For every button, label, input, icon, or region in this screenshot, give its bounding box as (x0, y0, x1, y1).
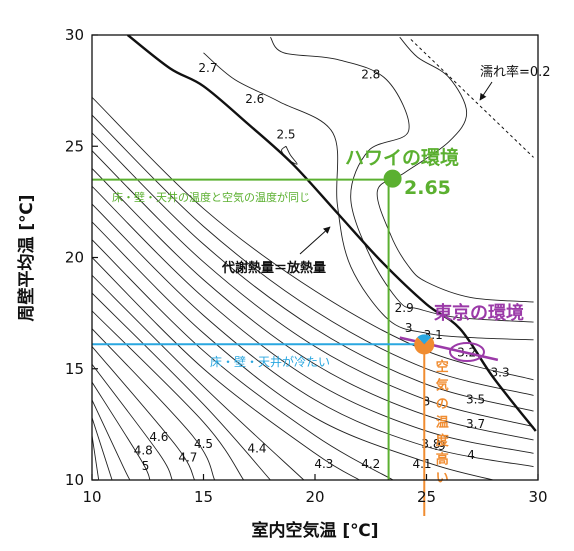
contour-line-3-4 (92, 150, 534, 428)
contour-label: 2.7 (198, 61, 217, 75)
contour-line-3-3 (92, 132, 534, 412)
tokyo-guide-label: 床・壁・天井が冷たい (210, 354, 330, 369)
contour-line-4-6 (92, 364, 173, 480)
contour-line-3-7 (92, 203, 534, 468)
hawaii-point (383, 169, 402, 188)
contour-line-4-1 (92, 274, 305, 480)
y-tick-label: 30 (65, 26, 84, 44)
contour-label: 4.5 (194, 437, 213, 451)
contour-line-2-5 (281, 145, 298, 165)
x-tick-label: 25 (417, 488, 436, 506)
contour-label: 4.1 (412, 457, 431, 471)
contour-label: .9 (434, 439, 445, 453)
contour-label: 4 (467, 448, 475, 462)
contour-label: 4.4 (247, 441, 266, 455)
humidity-line-label: 濡れ率=0.2 (480, 64, 551, 80)
contour-label: 4.2 (361, 457, 380, 471)
contour-label: 2.6 (245, 92, 264, 106)
contour-line-3-8 (92, 221, 494, 480)
y-tick-label: 10 (65, 471, 84, 489)
contour-line-5 (92, 435, 100, 480)
balance-line-pointer (299, 226, 331, 255)
hawaii-value-label: 2.65 (404, 177, 451, 199)
y-axis-ticks: 10 15 20 25 30 (65, 26, 98, 489)
contour-label: 4.6 (149, 430, 168, 444)
contour-line-4 (92, 257, 360, 480)
contour-labels: 2.72.82.62.52.933.13.23.333.53.73.8.944.… (134, 61, 510, 473)
contour-label: 5 (142, 459, 150, 473)
contour-label: 3.7 (466, 417, 485, 431)
contour-line-4-3 (92, 310, 245, 480)
y-tick-label: 20 (65, 249, 84, 267)
contour-line-2-6 (203, 52, 534, 341)
tokyo-point-orange-half (414, 337, 435, 355)
tokyo-point-blue-half (417, 334, 432, 345)
contour-lines (92, 36, 534, 480)
hawaii-annotation: ハワイの環境 2.65 床・壁・天井の温度と空気の温度が同じ (92, 146, 459, 480)
contour-label: 4.3 (314, 457, 333, 471)
y-tick-label: 25 (65, 137, 84, 155)
contour-line-4-8 (92, 399, 131, 480)
contour-label: 3.5 (466, 392, 485, 406)
balance-line-label: 代謝熱量＝放熱量 (221, 260, 326, 276)
humidity-line-group (410, 39, 534, 158)
contour-line-4-9 (92, 417, 113, 480)
y-axis-label: 周壁平均温 [℃] (16, 194, 37, 321)
tokyo-value-ellipse (449, 342, 485, 362)
tokyo-label: 東京の環境 (434, 302, 524, 324)
x-axis-label: 室内空気温 [℃] (251, 520, 378, 541)
x-axis-ticks: 10 15 20 25 30 (82, 474, 548, 506)
contour-label: 4.8 (134, 444, 153, 458)
x-tick-label: 10 (82, 488, 101, 506)
hawaii-label: ハワイの環境 (345, 146, 459, 169)
x-tick-label: 20 (305, 488, 324, 506)
plot-background (92, 35, 538, 480)
x-tick-label: 15 (194, 488, 213, 506)
contour-label: 2.8 (361, 68, 380, 82)
contour-line-4-2 (92, 292, 271, 480)
contour-line-2-7 (270, 36, 534, 323)
contour-line-4-4 (92, 328, 216, 480)
contour-line-3-6 (92, 185, 534, 454)
contour-label: 3.3 (491, 366, 510, 380)
tokyo-annotation: 東京の環境 床・壁・天井が冷たい 空気の温度高い (92, 302, 524, 516)
contour-line-3-5 (92, 168, 534, 441)
tokyo-vertical-label: 空気の温度高い (436, 359, 450, 486)
hawaii-guide-label: 床・壁・天井の温度と空気の温度が同じ (112, 190, 310, 204)
x-tick-label: 30 (528, 488, 547, 506)
contour-line-3-9 (92, 239, 394, 480)
contour-line-3-2 (92, 114, 534, 396)
tokyo-point (414, 334, 435, 355)
contour-line-4-7 (92, 381, 151, 480)
contour-label: 3 (423, 395, 431, 409)
y-tick-label: 15 (65, 360, 84, 378)
contour-label: 3 (405, 321, 413, 335)
contour-label: 2.9 (395, 301, 414, 315)
contour-label: 2.5 (276, 128, 295, 142)
contour-label: 4.7 (178, 450, 197, 464)
contour-line-3-1 (92, 96, 534, 381)
humidity-line (410, 39, 534, 158)
contour-line-4-5 (92, 346, 195, 480)
humidity-line-pointer (479, 81, 493, 101)
contour-label: 3.8 (421, 437, 440, 451)
